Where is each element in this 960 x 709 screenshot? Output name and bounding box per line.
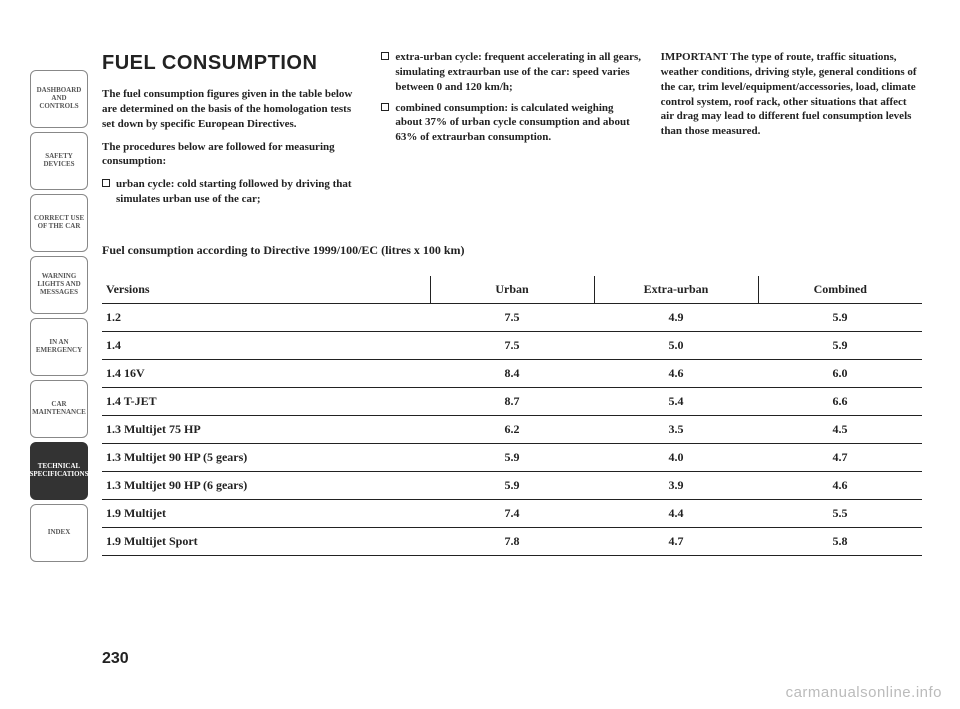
bullet-square-icon: [381, 52, 389, 60]
table-cell: 5.5: [758, 499, 922, 527]
table-cell: 1.3 Multijet 90 HP (5 gears): [102, 443, 430, 471]
bullet-combined: combined consumption: is calculated weig…: [381, 101, 642, 146]
table-row: 1.3 Multijet 90 HP (5 gears)5.94.04.7: [102, 443, 922, 471]
table-cell: 8.7: [430, 387, 594, 415]
table-cell: 4.7: [594, 527, 758, 555]
table-cell: 4.4: [594, 499, 758, 527]
watermark: carmanualsonline.info: [786, 684, 942, 701]
page-container: DASHBOARD AND CONTROLS SAFETY DEVICES CORR…: [30, 50, 930, 660]
sidebar-tab[interactable]: IN AN EMERGENCY: [30, 318, 88, 376]
page-title: FUEL CONSUMPTION: [102, 50, 363, 77]
sidebar-tab[interactable]: CAR MAINTENANCE: [30, 380, 88, 438]
sidebar-tab[interactable]: DASHBOARD AND CONTROLS: [30, 70, 88, 128]
table-header-cell: Combined: [758, 276, 922, 304]
table-cell: 3.5: [594, 415, 758, 443]
bullet-urban: urban cycle: cold starting followed by d…: [102, 177, 363, 207]
table-cell: 3.9: [594, 471, 758, 499]
table-cell: 1.3 Multijet 75 HP: [102, 415, 430, 443]
table-header-row: VersionsUrbanExtra-urbanCombined: [102, 276, 922, 304]
table-row: 1.4 16V8.44.66.0: [102, 359, 922, 387]
column-1: FUEL CONSUMPTION The fuel consumption fi…: [102, 50, 363, 213]
sidebar-tab[interactable]: SAFETY DEVICES: [30, 132, 88, 190]
table-cell: 1.4: [102, 331, 430, 359]
sidebar-tab[interactable]: TECHNICAL SPECIFICATIONS: [30, 442, 88, 500]
table-row: 1.47.55.05.9: [102, 331, 922, 359]
table-row: 1.27.54.95.9: [102, 303, 922, 331]
table-cell: 5.9: [430, 471, 594, 499]
table-cell: 4.6: [758, 471, 922, 499]
column-3: IMPORTANT The type of route, traffic sit…: [661, 50, 922, 213]
sidebar-tab-label: CORRECT USE OF THE CAR: [33, 215, 85, 230]
column-2: extra-urban cycle: frequent accelerating…: [381, 50, 642, 213]
bullet-urban-text: urban cycle: cold starting followed by d…: [116, 177, 363, 207]
table-cell: 8.4: [430, 359, 594, 387]
table-cell: 5.9: [430, 443, 594, 471]
table-header-cell: Extra-urban: [594, 276, 758, 304]
bullet-square-icon: [102, 179, 110, 187]
text-columns: FUEL CONSUMPTION The fuel consumption fi…: [102, 50, 922, 213]
table-cell: 1.9 Multijet: [102, 499, 430, 527]
table-cell: 4.5: [758, 415, 922, 443]
intro-paragraph-2: The procedures below are followed for me…: [102, 140, 363, 170]
sidebar-tab-label: IN AN EMERGENCY: [33, 339, 85, 354]
table-header-cell: Urban: [430, 276, 594, 304]
table-cell: 7.5: [430, 331, 594, 359]
table-cell: 6.2: [430, 415, 594, 443]
table-cell: 1.4 16V: [102, 359, 430, 387]
table-cell: 4.9: [594, 303, 758, 331]
table-cell: 5.9: [758, 331, 922, 359]
sidebar-tab-label: DASHBOARD AND CONTROLS: [33, 87, 85, 110]
table-cell: 4.0: [594, 443, 758, 471]
table-row: 1.4 T-JET8.75.46.6: [102, 387, 922, 415]
sidebar-tab-label: SAFETY DEVICES: [33, 153, 85, 168]
sidebar-tab-label: INDEX: [48, 529, 71, 537]
table-cell: 6.0: [758, 359, 922, 387]
sidebar-tab-label: TECHNICAL SPECIFICATIONS: [30, 463, 89, 478]
sidebar-tab-label: WARNING LIGHTS AND MESSAGES: [33, 273, 85, 296]
sidebar-tab[interactable]: CORRECT USE OF THE CAR: [30, 194, 88, 252]
table-row: 1.3 Multijet 75 HP6.23.54.5: [102, 415, 922, 443]
bullet-combined-text: combined consumption: is calculated weig…: [395, 101, 642, 146]
table-cell: 5.0: [594, 331, 758, 359]
table-cell: 1.4 T-JET: [102, 387, 430, 415]
fuel-consumption-table: VersionsUrbanExtra-urbanCombined 1.27.54…: [102, 276, 922, 556]
table-row: 1.9 Multijet Sport7.84.75.8: [102, 527, 922, 555]
table-cell: 5.8: [758, 527, 922, 555]
intro-paragraph-1: The fuel consumption figures given in th…: [102, 87, 363, 132]
bullet-extra-urban-text: extra-urban cycle: frequent accelerating…: [395, 50, 642, 95]
table-cell: 7.4: [430, 499, 594, 527]
table-cell: 1.9 Multijet Sport: [102, 527, 430, 555]
sidebar-tab-label: CAR MAINTENANCE: [32, 401, 86, 416]
table-cell: 4.6: [594, 359, 758, 387]
table-row: 1.9 Multijet7.44.45.5: [102, 499, 922, 527]
table-cell: 5.4: [594, 387, 758, 415]
page-content: FUEL CONSUMPTION The fuel consumption fi…: [102, 50, 922, 556]
table-caption: Fuel consumption according to Directive …: [102, 243, 922, 258]
bullet-extra-urban: extra-urban cycle: frequent accelerating…: [381, 50, 642, 95]
table-cell: 6.6: [758, 387, 922, 415]
bullet-square-icon: [381, 103, 389, 111]
page-number: 230: [102, 650, 129, 668]
sidebar-tabs: DASHBOARD AND CONTROLS SAFETY DEVICES CORR…: [30, 70, 88, 566]
sidebar-tab[interactable]: INDEX: [30, 504, 88, 562]
table-cell: 5.9: [758, 303, 922, 331]
table-cell: 7.8: [430, 527, 594, 555]
table-cell: 4.7: [758, 443, 922, 471]
table-cell: 1.2: [102, 303, 430, 331]
table-cell: 7.5: [430, 303, 594, 331]
table-body: 1.27.54.95.91.47.55.05.91.4 16V8.44.66.0…: [102, 303, 922, 555]
table-header-cell: Versions: [102, 276, 430, 304]
table-cell: 1.3 Multijet 90 HP (6 gears): [102, 471, 430, 499]
sidebar-tab[interactable]: WARNING LIGHTS AND MESSAGES: [30, 256, 88, 314]
important-note: IMPORTANT The type of route, traffic sit…: [661, 50, 922, 139]
table-row: 1.3 Multijet 90 HP (6 gears)5.93.94.6: [102, 471, 922, 499]
